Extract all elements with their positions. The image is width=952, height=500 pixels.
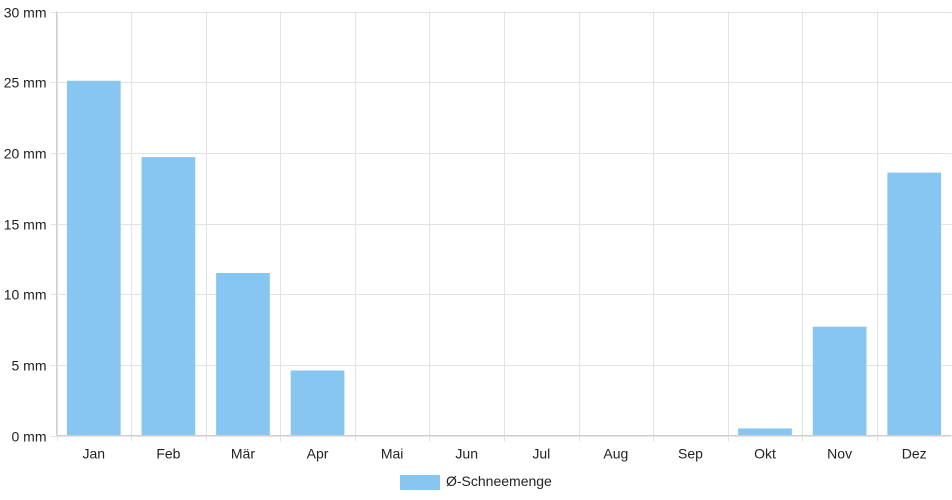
y-tick-label: 10 mm xyxy=(4,287,47,303)
x-tick-label: Mär xyxy=(231,446,255,462)
bar-jan xyxy=(66,80,121,436)
y-tick-label: 20 mm xyxy=(4,146,47,162)
y-tick-label: 5 mm xyxy=(12,358,47,374)
legend-swatch xyxy=(400,475,440,490)
label-layer: 0 mm 5 mm 10 mm 15 mm 20 mm 25 mm 30 mm Jan Feb M… xyxy=(4,5,927,462)
bar-dez xyxy=(887,172,942,436)
x-tick-label: Mai xyxy=(381,446,404,462)
x-tick-label: Apr xyxy=(307,446,329,462)
x-tick-label: Jun xyxy=(455,446,478,462)
bar-mär xyxy=(216,272,270,436)
x-tick-label: Aug xyxy=(603,446,628,462)
y-tick-label: 30 mm xyxy=(4,5,47,21)
bar-layer xyxy=(66,80,942,436)
x-tick-label: Okt xyxy=(754,446,776,462)
x-tick-label: Nov xyxy=(827,446,852,462)
x-tick-label: Sep xyxy=(678,446,703,462)
bar-okt xyxy=(738,428,792,436)
x-tick-label: Feb xyxy=(156,446,180,462)
x-tick-label: Jul xyxy=(532,446,550,462)
x-tick-label: Dez xyxy=(902,446,927,462)
grid-layer xyxy=(50,11,952,442)
legend-label: Ø-Schneemenge xyxy=(446,473,552,489)
y-tick-label: 15 mm xyxy=(4,217,47,233)
y-tick-label: 0 mm xyxy=(12,429,47,445)
x-tick-label: Jan xyxy=(83,446,106,462)
y-tick-label: 25 mm xyxy=(4,75,47,91)
bar-apr xyxy=(290,370,345,436)
legend[interactable]: Ø-Schneemenge xyxy=(400,473,552,490)
bar-nov xyxy=(812,326,867,436)
bar-feb xyxy=(141,157,196,436)
axis-layer xyxy=(56,11,952,436)
